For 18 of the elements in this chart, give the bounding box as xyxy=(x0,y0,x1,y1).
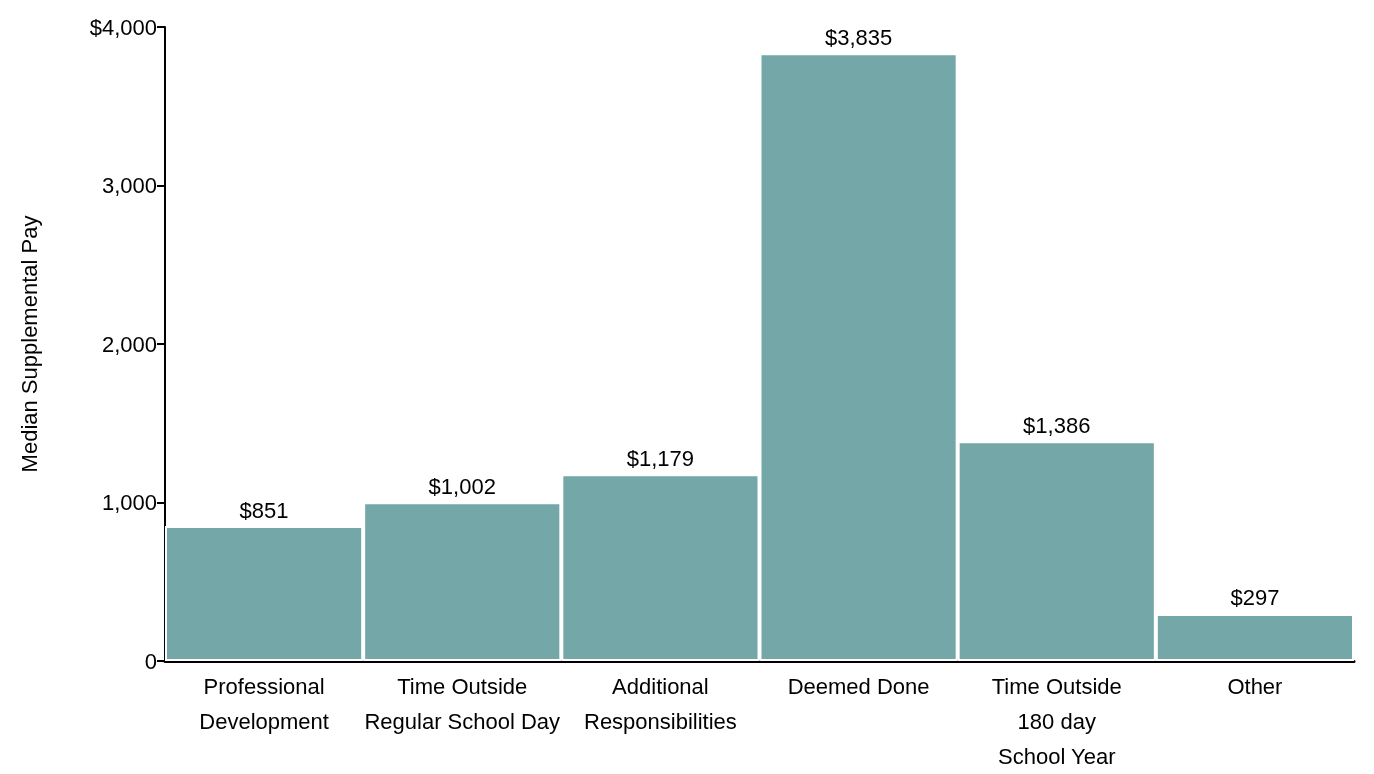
y-tick-label: 1,000 xyxy=(101,490,157,515)
x-tick-label: Other xyxy=(1227,674,1283,699)
x-tick-label: Time Outside Regular School Day xyxy=(364,674,561,734)
x-tick-label: Professional Development xyxy=(199,674,329,734)
data-label: $297 xyxy=(1230,585,1280,611)
y-tick-label: 3,000 xyxy=(101,173,157,198)
y-tick-label: 0 xyxy=(144,648,157,674)
y-tick-label: $4,000 xyxy=(89,14,157,40)
x-tick-label: Deemed Done xyxy=(787,674,930,699)
y-tick-label: 2,000 xyxy=(101,331,157,357)
data-label: $1,386 xyxy=(1023,412,1091,438)
data-label: $1,179 xyxy=(626,445,695,471)
x-tick-label: Time Outside 180 day School Year xyxy=(991,674,1122,769)
y-axis-title: Median Supplemental Pay xyxy=(16,215,42,473)
data-label: $1,002 xyxy=(428,473,496,499)
x-tick-label: Additional Responsibilities xyxy=(583,674,737,734)
data-label: $851 xyxy=(239,497,289,523)
data-label: $3,835 xyxy=(824,24,893,50)
